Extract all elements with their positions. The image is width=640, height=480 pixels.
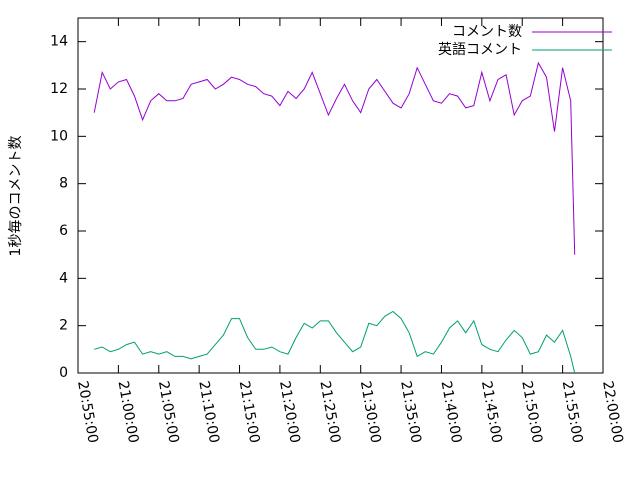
x-tick-label: 21:45:00 [478, 380, 505, 445]
x-tick-label: 21:55:00 [559, 380, 586, 445]
x-tick-label: 21:50:00 [518, 380, 545, 445]
x-tick-label: 21:20:00 [276, 380, 303, 445]
legend-label: コメント数 [452, 24, 522, 40]
y-tick-label: 6 [59, 223, 68, 239]
x-tick-label: 21:40:00 [438, 380, 465, 445]
y-tick-label: 14 [50, 34, 68, 50]
y-tick-label: 12 [50, 81, 68, 97]
x-tick-label: 20:55:00 [74, 380, 101, 445]
series-line [93, 61, 576, 255]
plot-frame [77, 17, 604, 374]
y-tick-label: 4 [59, 270, 68, 286]
legend-label: 英語コメント [438, 41, 522, 58]
x-tick-label: 21:00:00 [115, 380, 142, 445]
y-tick-label: 2 [59, 318, 68, 334]
y-tick-label: 8 [59, 176, 68, 192]
x-tick-label: 21:10:00 [195, 380, 222, 445]
x-tick-label: 21:25:00 [316, 380, 343, 445]
x-tick-label: 21:05:00 [155, 380, 182, 445]
x-tick-label: 21:15:00 [236, 380, 263, 445]
y-tick-label: 0 [59, 365, 68, 381]
x-tick-label: 21:35:00 [397, 380, 424, 445]
x-tick-label: 22:00:00 [599, 380, 626, 445]
y-tick-label: 10 [50, 128, 68, 144]
series-line [94, 310, 576, 374]
x-tick-label: 21:30:00 [357, 380, 384, 445]
y-axis-label: 1秒毎のコメント数 [8, 136, 24, 257]
